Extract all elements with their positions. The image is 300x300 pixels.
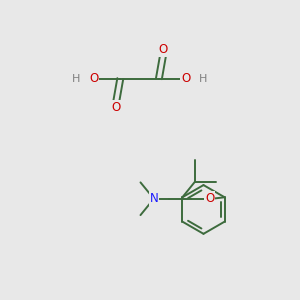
Text: O: O [181, 72, 190, 85]
Text: O: O [111, 101, 120, 114]
Text: O: O [159, 43, 168, 56]
Text: N: N [149, 192, 158, 205]
Text: H: H [71, 74, 80, 84]
Text: O: O [89, 72, 98, 85]
Text: O: O [205, 192, 214, 205]
Text: H: H [198, 74, 207, 84]
